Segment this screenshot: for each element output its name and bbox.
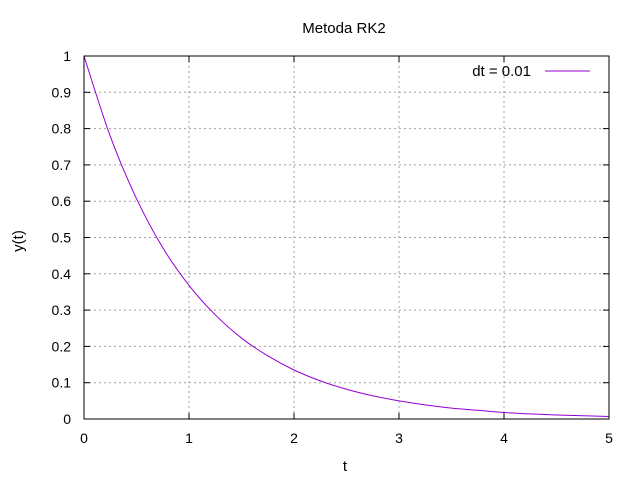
x-tick-label: 2 xyxy=(290,430,298,446)
plot-frame xyxy=(83,55,610,420)
y-tick-label: 0.7 xyxy=(52,157,72,173)
x-tick-label: 4 xyxy=(500,430,508,446)
x-tick-label: 0 xyxy=(80,430,88,446)
y-tick-label: 0.5 xyxy=(52,230,72,246)
chart-title: Metoda RK2 xyxy=(302,20,385,37)
ticks: 0 1 2 3 4 5 0 0.1 0.2 0.3 0.4 0.5 0.6 0.7 0.8 0.9 1 xyxy=(52,48,614,446)
grid xyxy=(84,56,609,419)
legend-label: dt = 0.01 xyxy=(472,63,531,80)
y-tick-label: 0.1 xyxy=(52,375,72,391)
x-tick-label: 5 xyxy=(605,430,613,446)
y-tick-label: 0.9 xyxy=(52,84,72,100)
y-tick-label: 0 xyxy=(63,411,71,427)
y-tick-label: 0.4 xyxy=(52,266,72,282)
x-tick-label: 1 xyxy=(185,430,193,446)
y-tick-label: 0.2 xyxy=(52,338,72,354)
y-axis-label: y(t) xyxy=(10,230,27,252)
y-tick-label: 1 xyxy=(63,48,71,64)
y-tick-label: 0.8 xyxy=(52,121,72,137)
series-group xyxy=(83,55,610,417)
legend: dt = 0.01 xyxy=(472,63,590,80)
y-tick-label: 0.6 xyxy=(52,193,72,209)
x-axis-label: t xyxy=(343,458,348,475)
series-line xyxy=(83,55,610,417)
y-tick-label: 0.3 xyxy=(52,302,72,318)
x-tick-label: 3 xyxy=(395,430,403,446)
